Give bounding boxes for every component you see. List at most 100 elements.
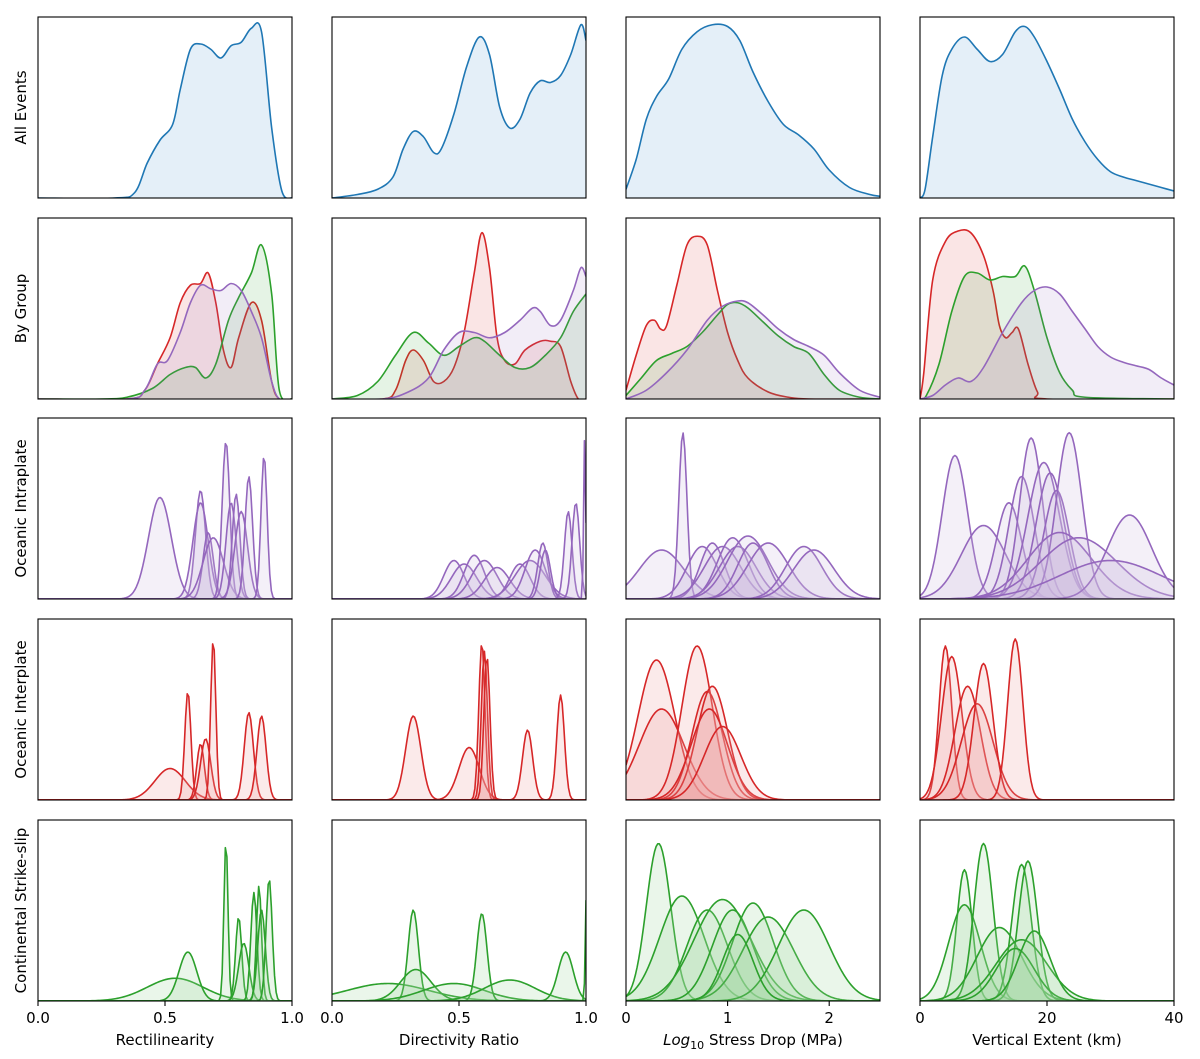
panel-curves xyxy=(920,228,1174,399)
all-events-kde-fill xyxy=(626,24,880,198)
event-kde-oceanic_interplate-6-fill xyxy=(626,726,880,800)
event-kde-oceanic_intraplate-0-fill xyxy=(920,455,1174,599)
event-kde-oceanic_intraplate-6-fill xyxy=(332,560,586,599)
panel-oceanic_interplate-stress_drop xyxy=(625,618,881,801)
event-kde-oceanic_intraplate-8-line xyxy=(38,510,292,599)
panel-curves xyxy=(920,25,1174,198)
panel-group-directivity_ratio xyxy=(331,217,587,400)
event-kde-continental_strike_slip-8-fill xyxy=(38,881,292,1001)
x-tick-label: 1.0 xyxy=(574,1009,598,1027)
event-kde-oceanic_intraplate-1-line xyxy=(332,563,586,599)
event-kde-oceanic_interplate-4-line xyxy=(920,662,1174,800)
panel-frame xyxy=(331,217,587,400)
event-kde-oceanic_interplate-3-line xyxy=(626,690,880,800)
event-kde-continental_strike_slip-2-fill xyxy=(332,969,586,1001)
group-kde-oceanic_interplate-fill xyxy=(332,232,586,399)
group-kde-oceanic_intraplate-line xyxy=(38,282,292,399)
panel-curves xyxy=(920,431,1174,599)
row-label-group: By Group xyxy=(12,274,30,344)
panel-continental_strike_slip-directivity_ratio: 0.0 0.5 1.0 Directivity Ratio xyxy=(320,819,598,1049)
group-kde-continental_strike_slip-fill xyxy=(920,265,1174,399)
panel-oceanic_intraplate-directivity_ratio xyxy=(331,417,587,600)
panel-frame xyxy=(919,417,1175,600)
event-kde-oceanic_intraplate-7-fill xyxy=(332,550,586,599)
event-kde-oceanic_intraplate-0-line xyxy=(920,454,1174,599)
event-kde-continental_strike_slip-2-line xyxy=(920,842,1174,1001)
event-kde-continental_strike_slip-4-fill xyxy=(38,943,292,1001)
group-kde-oceanic_interplate-fill xyxy=(626,236,880,399)
all-events-kde-line xyxy=(38,22,292,198)
panel-frame xyxy=(919,217,1175,400)
all-events-kde-fill xyxy=(38,22,292,198)
group-kde-continental_strike_slip-fill xyxy=(38,244,292,399)
event-kde-continental_strike_slip-5-line xyxy=(332,979,586,1001)
event-kde-oceanic_interplate-1-fill xyxy=(332,747,586,800)
panel-oceanic_intraplate-rectilinearity: Oceanic Intraplate xyxy=(12,417,293,600)
event-kde-oceanic_intraplate-0-fill xyxy=(38,497,292,599)
event-kde-oceanic_interplate-0-line xyxy=(38,767,292,800)
event-kde-oceanic_intraplate-3-line xyxy=(332,559,586,599)
panel-all-directivity_ratio xyxy=(331,16,587,199)
event-kde-continental_strike_slip-1-line xyxy=(38,951,292,1001)
event-kde-oceanic_intraplate-7-fill xyxy=(626,536,880,599)
event-kde-oceanic_intraplate-5-fill xyxy=(920,462,1174,599)
panel-continental_strike_slip-rectilinearity: Continental Strike-slip 0.0 0.5 1.0 Rectilin… xyxy=(12,819,304,1049)
event-kde-oceanic_intraplate-5-line xyxy=(332,563,586,599)
event-kde-oceanic_intraplate-8-line xyxy=(332,542,586,599)
x-axis-label-rectilinearity: Rectilinearity xyxy=(116,1031,215,1049)
panel-all-stress_drop xyxy=(625,16,881,199)
panel-group-rectilinearity: By Group xyxy=(12,217,293,400)
event-kde-continental_strike_slip-6-fill xyxy=(920,939,1174,1001)
x-tick-label: 0 xyxy=(621,1009,631,1027)
event-kde-oceanic_intraplate-1-fill xyxy=(332,564,586,599)
event-kde-continental_strike_slip-2-fill xyxy=(920,843,1174,1001)
event-kde-continental_strike_slip-8-line xyxy=(920,930,1174,1001)
group-kde-continental_strike_slip-line xyxy=(626,301,880,399)
event-kde-oceanic_interplate-1-line xyxy=(920,655,1174,800)
panel-frame xyxy=(331,819,587,1002)
panel-frame xyxy=(625,819,881,1002)
event-kde-continental_strike_slip-7-line xyxy=(626,909,880,1001)
event-kde-continental_strike_slip-7-fill xyxy=(626,910,880,1001)
all-events-kde-line xyxy=(920,25,1174,198)
event-kde-oceanic_intraplate-6-line xyxy=(332,559,586,599)
panel-curves xyxy=(332,900,586,1001)
all-events-kde-line xyxy=(626,23,880,198)
group-kde-continental_strike_slip-line xyxy=(332,293,586,399)
panel-curves xyxy=(626,23,880,198)
panel-oceanic_intraplate-stress_drop xyxy=(625,417,881,600)
event-kde-oceanic_interplate-0-fill xyxy=(38,768,292,800)
event-kde-continental_strike_slip-5-fill xyxy=(626,903,880,1001)
event-kde-continental_strike_slip-0-fill xyxy=(38,978,292,1001)
event-kde-continental_strike_slip-7-fill xyxy=(920,948,1174,1001)
event-kde-oceanic_interplate-4-fill xyxy=(920,663,1174,800)
event-kde-oceanic_interplate-0-fill xyxy=(920,646,1174,800)
event-kde-continental_strike_slip-0-line xyxy=(920,868,1174,1001)
event-kde-oceanic_intraplate-10-fill xyxy=(626,546,880,599)
x-tick-label: 0.0 xyxy=(26,1009,50,1027)
x-axis-label-stress_drop: Log10 Stress Drop (MPa) xyxy=(663,1031,843,1052)
group-kde-oceanic_interplate-line xyxy=(920,228,1174,399)
event-kde-oceanic_interplate-0-line xyxy=(626,659,880,800)
panel-curves xyxy=(332,439,586,599)
event-kde-continental_strike_slip-4-fill xyxy=(626,910,880,1001)
event-kde-oceanic_intraplate-4-fill xyxy=(920,438,1174,599)
panel-curves xyxy=(626,645,880,800)
event-kde-oceanic_interplate-0-fill xyxy=(626,660,880,800)
event-kde-oceanic_intraplate-11-fill xyxy=(626,550,880,599)
panel-frame xyxy=(37,618,293,801)
all-events-kde-line xyxy=(332,23,586,198)
event-kde-oceanic_intraplate-0-fill xyxy=(332,560,586,599)
group-kde-oceanic_intraplate-fill xyxy=(920,286,1174,399)
event-kde-continental_strike_slip-1-fill xyxy=(920,904,1174,1001)
panel-curves xyxy=(626,235,880,399)
event-kde-continental_strike_slip-3-fill xyxy=(920,927,1174,1001)
panel-group-vertical_extent xyxy=(919,217,1175,400)
panel-frame xyxy=(625,618,881,801)
event-kde-oceanic_intraplate-5-line xyxy=(920,461,1174,599)
group-kde-oceanic_interplate-line xyxy=(626,235,880,399)
panel-curves xyxy=(38,442,292,599)
x-tick-label: 2 xyxy=(824,1009,834,1027)
panel-all-vertical_extent xyxy=(919,16,1175,199)
panel-frame xyxy=(37,217,293,400)
